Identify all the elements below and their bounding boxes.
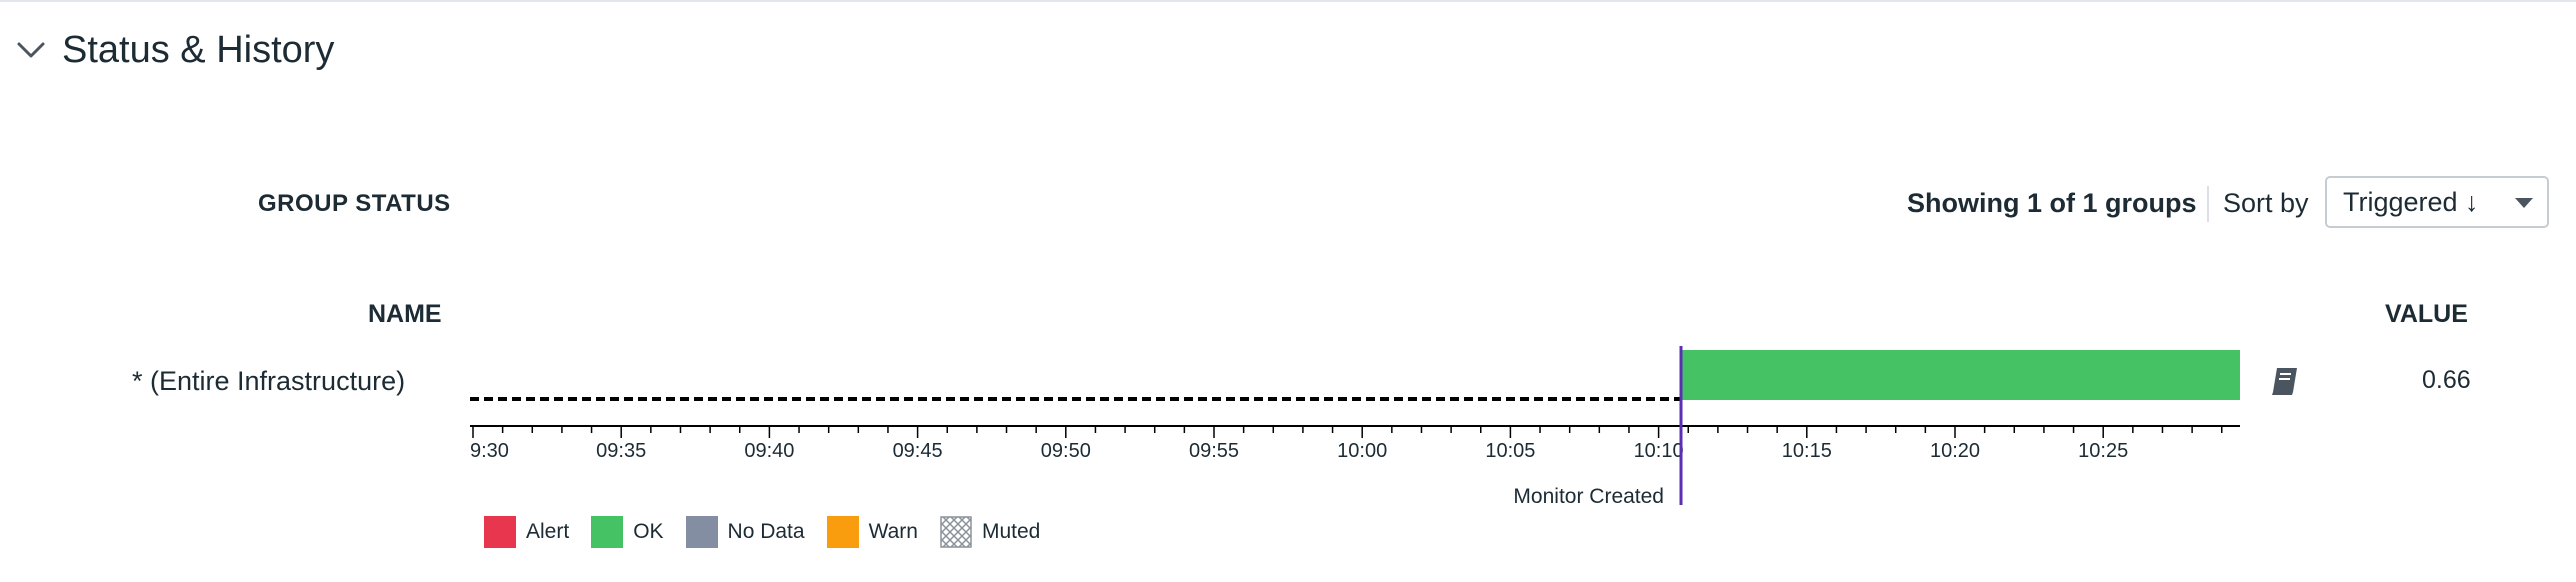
ok-swatch-icon — [591, 516, 624, 548]
status-timeline[interactable]: 9:30 09:35 09:40 09:45 09:50 09:55 10:00 10:05 1… — [0, 340, 2576, 510]
tick-label: 09:55 — [1189, 440, 1239, 462]
notebook-icon[interactable] — [2268, 362, 2304, 398]
tick-label: 10:10 — [1634, 440, 1684, 462]
legend-warn[interactable]: Warn — [826, 516, 918, 548]
legend-label: Muted — [981, 520, 1041, 543]
tick-label: 10:05 — [1485, 440, 1535, 462]
sort-select-value: Triggered ↓ — [2343, 186, 2479, 217]
status-history-toggle[interactable]: Status & History — [14, 20, 334, 80]
top-divider — [0, 0, 2576, 2]
legend-label: OK — [633, 520, 664, 543]
ok-status-bar[interactable] — [1681, 350, 2240, 400]
tick-label: 09:40 — [744, 440, 794, 462]
warn-swatch-icon — [826, 516, 859, 548]
tick-label: 10:25 — [2078, 440, 2128, 462]
tick-label: 09:45 — [893, 440, 943, 462]
legend-ok[interactable]: OK — [591, 516, 664, 548]
alert-swatch-icon — [484, 516, 516, 548]
sort-select[interactable]: Triggered ↓ — [2325, 176, 2549, 228]
value-column-header: VALUE — [2385, 300, 2468, 328]
groups-count: Showing 1 of 1 groups — [1907, 188, 2197, 218]
legend-no-data[interactable]: No Data — [685, 516, 805, 548]
legend-label: Warn — [868, 520, 918, 543]
caret-down-icon — [2515, 198, 2533, 208]
no-data-swatch-icon — [685, 516, 718, 548]
status-legend: Alert OK No Data Warn Muted — [484, 516, 1062, 548]
name-column-header: NAME — [368, 300, 442, 328]
tick-label: 10:15 — [1782, 440, 1832, 462]
chevron-down-icon — [14, 33, 48, 67]
group-name[interactable]: * (Entire Infrastructure) — [132, 366, 406, 396]
legend-muted[interactable]: Muted — [940, 516, 1040, 548]
tick-label: 9:30 — [470, 440, 509, 462]
tick-label: 09:35 — [596, 440, 646, 462]
legend-label: Alert — [526, 520, 570, 543]
group-value: 0.66 — [2422, 366, 2471, 394]
muted-swatch-icon — [940, 516, 972, 548]
legend-alert[interactable]: Alert — [484, 516, 569, 548]
tick-label: 10:20 — [1930, 440, 1980, 462]
tick-label: 09:50 — [1041, 440, 1091, 462]
timeline-ticks: 9:30 09:35 09:40 09:45 09:50 09:55 10:00 10:05 1… — [470, 426, 2223, 462]
sort-by-label: Sort by — [2223, 188, 2309, 218]
section-title: Status & History — [62, 28, 335, 71]
tick-label: 10:00 — [1337, 440, 1387, 462]
divider — [2207, 186, 2209, 222]
legend-label: No Data — [727, 520, 805, 543]
monitor-created-label: Monitor Created — [1513, 485, 1664, 508]
group-status-label: GROUP STATUS — [258, 190, 451, 217]
